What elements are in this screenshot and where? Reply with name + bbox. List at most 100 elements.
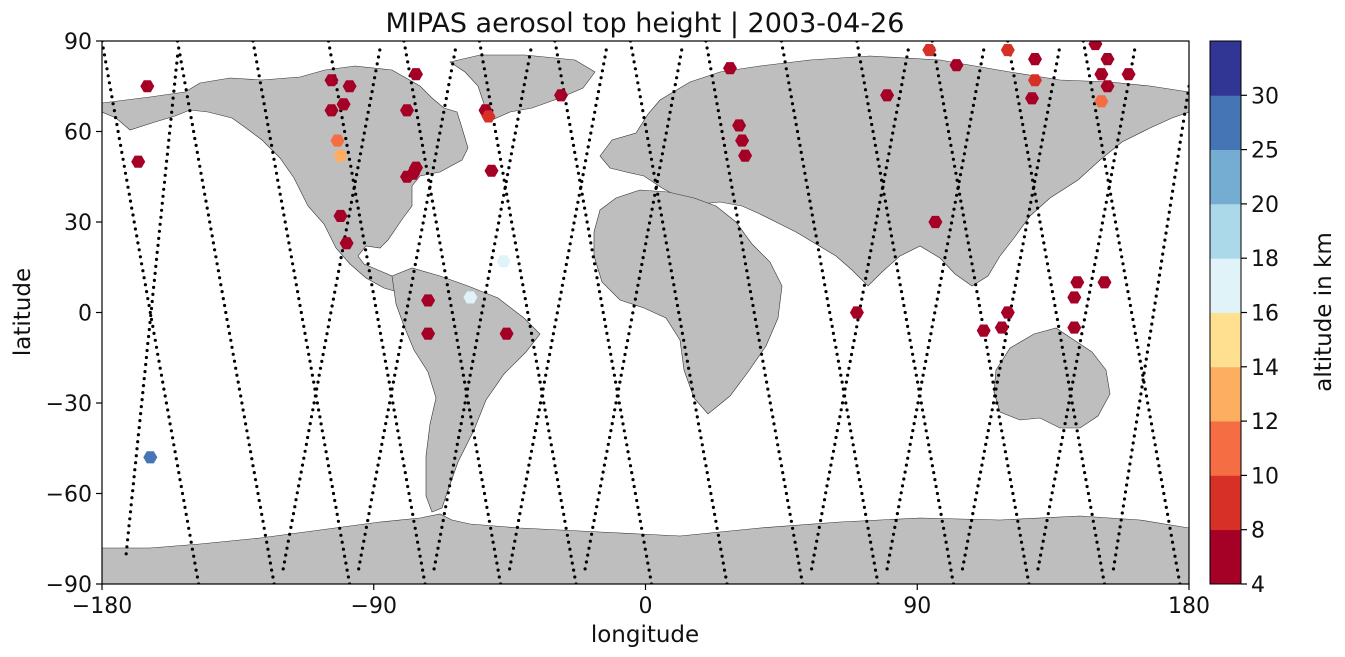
orbit-track-dot xyxy=(336,519,340,523)
orbit-track-dot xyxy=(705,471,709,475)
colorbar-tick-label: 10 xyxy=(1251,464,1279,489)
orbit-track-dot xyxy=(1075,359,1079,363)
orbit-track-dot xyxy=(1096,547,1100,551)
orbit-track-dot xyxy=(966,131,970,135)
orbit-track-dot xyxy=(1048,505,1052,509)
orbit-track-dot xyxy=(576,171,581,175)
orbit-track-dot xyxy=(246,436,250,440)
orbit-track-dot xyxy=(1144,394,1149,398)
orbit-track-dot xyxy=(890,539,894,543)
orbit-track-dot xyxy=(376,55,381,59)
orbit-track-dot xyxy=(631,311,635,315)
orbit-track-dot xyxy=(357,159,361,163)
orbit-track-dot xyxy=(161,194,165,198)
orbit-track-dot xyxy=(444,96,448,101)
orbit-track-dot xyxy=(507,206,511,210)
orbit-track-dot xyxy=(1096,122,1100,127)
orbit-track-dot xyxy=(882,179,886,184)
orbit-track-dot xyxy=(500,164,504,168)
orbit-track-dot xyxy=(111,102,115,106)
orbit-track-dot xyxy=(1136,413,1140,417)
orbit-track-dot xyxy=(794,547,798,551)
orbit-track-dot xyxy=(385,415,389,419)
orbit-track-dot xyxy=(905,55,909,59)
orbit-track-dot xyxy=(329,478,333,482)
orbit-track-dot xyxy=(793,116,797,120)
orbit-track-dot xyxy=(901,76,905,80)
orbit-track-dot xyxy=(140,398,144,402)
orbit-track-dot xyxy=(889,234,894,238)
orbit-track-dot xyxy=(1121,262,1125,266)
orbit-track-dot xyxy=(153,338,157,342)
orbit-track-dot xyxy=(537,373,541,377)
orbit-track-dot xyxy=(175,61,179,65)
orbit-track-dot xyxy=(593,262,597,266)
orbit-track-dot xyxy=(706,53,711,57)
orbit-track-dot xyxy=(849,352,854,357)
orbit-track-dot xyxy=(940,95,944,99)
orbit-track-dot xyxy=(1053,477,1057,481)
orbit-track-dot xyxy=(1119,518,1123,522)
orbit-track-dot xyxy=(180,491,185,496)
orbit-track-dot xyxy=(756,331,760,335)
orbit-track-dot xyxy=(1149,329,1153,333)
orbit-track-dot xyxy=(870,242,874,246)
orbit-track-dot xyxy=(1079,450,1083,454)
orbit-track-dot xyxy=(1104,200,1108,204)
orbit-track-dot xyxy=(156,352,160,356)
orbit-track-dot xyxy=(133,468,137,472)
orbit-track-dot xyxy=(719,122,723,127)
orbit-track-dot xyxy=(1111,206,1115,210)
orbit-track-dot xyxy=(566,256,570,260)
orbit-track-dot xyxy=(281,206,285,210)
orbit-track-dot xyxy=(198,164,202,168)
orbit-track-dot xyxy=(160,201,164,205)
orbit-track-dot xyxy=(335,276,339,280)
orbit-track-dot xyxy=(974,283,978,287)
orbit-track-dot xyxy=(460,415,465,419)
orbit-track-dot xyxy=(1099,136,1103,141)
orbit-track-dot xyxy=(542,401,546,405)
orbit-track-dot xyxy=(484,74,488,78)
orbit-track-dot xyxy=(1110,199,1114,203)
orbit-track-dot xyxy=(898,283,902,287)
orbit-track-dot xyxy=(1072,373,1076,377)
orbit-track-dot xyxy=(787,505,791,509)
orbit-track-dot xyxy=(604,324,608,328)
x-axis-label: longitude xyxy=(591,622,699,648)
orbit-track-dot xyxy=(602,463,607,467)
orbit-track-dot xyxy=(622,359,626,363)
orbit-track-dot xyxy=(852,339,856,343)
orbit-track-dot xyxy=(192,129,196,134)
orbit-track-dot xyxy=(298,477,302,481)
orbit-track-dot xyxy=(442,262,446,266)
orbit-track-dot xyxy=(257,498,261,503)
orbit-track-dot xyxy=(199,171,203,175)
orbit-track-dot xyxy=(1122,497,1127,501)
orbit-track-dot xyxy=(255,484,259,489)
orbit-track-dot xyxy=(781,471,785,475)
orbit-track-dot xyxy=(623,352,627,357)
orbit-track-dot xyxy=(1168,526,1172,530)
orbit-track-dot xyxy=(935,491,940,496)
orbit-track-dot xyxy=(646,136,650,141)
orbit-track-dot xyxy=(225,317,229,322)
orbit-track-dot xyxy=(751,303,755,308)
aerosol-marker xyxy=(1094,95,1109,108)
orbit-track-dot xyxy=(334,505,338,509)
orbit-track-dot xyxy=(979,310,983,315)
orbit-track-dot xyxy=(924,359,928,363)
orbit-track-dot xyxy=(323,443,327,447)
orbit-track-dot xyxy=(994,387,998,391)
orbit-track-dot xyxy=(162,180,167,184)
orbit-track-dot xyxy=(538,380,542,384)
orbit-track-dot xyxy=(506,199,510,203)
orbit-track-dot xyxy=(644,129,649,134)
orbit-track-dot xyxy=(611,366,615,370)
orbit-track-dot xyxy=(851,345,855,350)
orbit-track-dot xyxy=(266,547,270,551)
colorbar-tick-label: 30 xyxy=(1251,84,1279,109)
orbit-track-dot xyxy=(262,526,266,530)
orbit-track-dot xyxy=(1040,546,1044,550)
orbit-track-dot xyxy=(907,449,911,453)
